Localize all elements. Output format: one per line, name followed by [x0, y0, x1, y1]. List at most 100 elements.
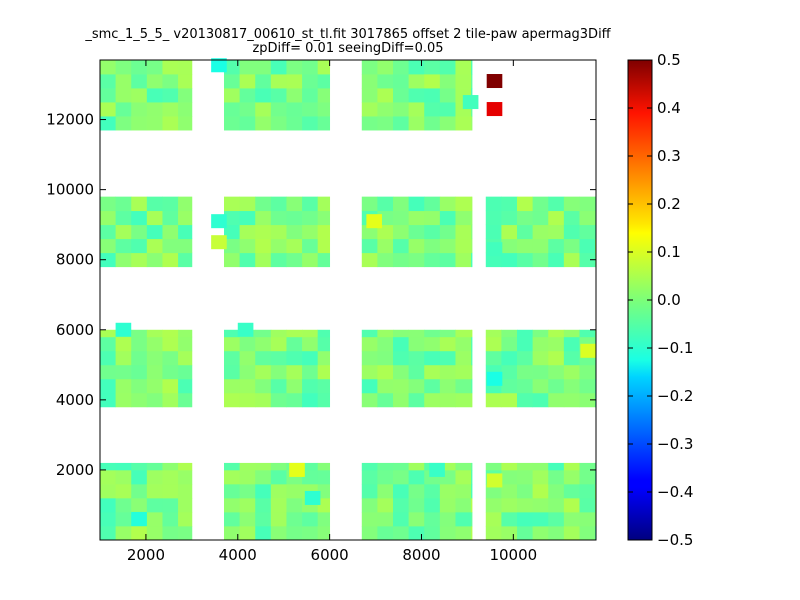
heatmap-cell: [239, 336, 256, 352]
heatmap-cell: [131, 378, 148, 394]
x-axis: 2000 4000 6000 8000 10000: [127, 60, 537, 564]
heatmap-cell: [439, 392, 456, 408]
heatmap-cell: [455, 462, 472, 471]
heatmap-cell: [471, 224, 473, 240]
heatmap-cell: [239, 238, 256, 254]
heatmap-cell: [532, 252, 549, 268]
heatmap-cell: [239, 350, 256, 366]
heatmap-cell: [563, 378, 580, 394]
heatmap-cell: [239, 74, 256, 89]
heatmap-cell: [377, 392, 394, 408]
heatmap-cell: [361, 392, 378, 408]
heatmap-cell: [302, 336, 319, 352]
heatmap-cell: [563, 336, 580, 352]
heatmap-cell: [579, 511, 596, 527]
heatmap-cell: [393, 497, 410, 513]
heatmap-cell: [439, 88, 456, 103]
heatmap-cell: [302, 74, 319, 89]
heatmap-cell-highlight: [486, 371, 503, 386]
heatmap-cell: [100, 88, 117, 103]
heatmap-cell: [270, 392, 287, 408]
heatmap-cell: [579, 483, 596, 499]
heatmap-cell: [115, 378, 132, 394]
heatmap-cell: [286, 224, 303, 240]
heatmap-cell: [471, 238, 473, 254]
heatmap-cell: [286, 116, 303, 131]
heatmap-cell: [532, 210, 549, 226]
heatmap-cell: [270, 88, 287, 103]
heatmap-cell: [501, 252, 518, 268]
heatmap-cell: [239, 525, 256, 541]
heatmap-cell: [100, 329, 117, 338]
heatmap-cell: [361, 88, 378, 103]
heatmap-cell: [224, 102, 241, 117]
heatmap-cell: [302, 252, 319, 268]
heatmap-cell: [239, 392, 256, 408]
heatmap-cell: [455, 378, 472, 394]
heatmap-cell: [146, 392, 163, 408]
heatmap-cell: [548, 196, 565, 212]
heatmap-cell: [485, 336, 502, 352]
heatmap-cell: [517, 511, 534, 527]
heatmap-cell: [377, 497, 394, 513]
heatmap-cell: [532, 329, 549, 338]
heatmap-cell: [361, 116, 378, 131]
heatmap-cell: [146, 378, 163, 394]
heatmap-cell: [563, 252, 580, 268]
heatmap-cell: [517, 392, 534, 408]
heatmap-cell: [100, 392, 117, 408]
heatmap-cell: [255, 511, 272, 527]
heatmap-cell: [162, 116, 179, 131]
heatmap-cell: [439, 116, 456, 131]
heatmap-cell: [286, 364, 303, 380]
heatmap-cell: [239, 469, 256, 485]
heatmap-cell: [224, 364, 241, 380]
heatmap-cell: [408, 102, 425, 117]
heatmap-cell: [131, 350, 148, 366]
heatmap-cell: [408, 497, 425, 513]
heatmap-cell: [178, 392, 193, 408]
heatmap-cell: [255, 469, 272, 485]
heatmap-cell: [178, 525, 193, 541]
heatmap-cell: [408, 336, 425, 352]
heatmap-cell: [317, 497, 331, 513]
heatmap-cell: [286, 74, 303, 89]
heatmap-cell: [548, 511, 565, 527]
heatmap-cell-highlight: [211, 58, 227, 73]
heatmap-cell: [377, 483, 394, 499]
heatmap-cell: [286, 102, 303, 117]
heatmap-cell-highlight: [429, 462, 445, 477]
heatmap-cell: [178, 60, 193, 75]
heatmap-cell: [146, 210, 163, 226]
heatmap-cell: [471, 497, 473, 513]
heatmap-cell: [131, 238, 148, 254]
heatmap-cell: [485, 462, 502, 471]
heatmap-cell-highlight: [366, 214, 382, 229]
heatmap-cell: [224, 378, 241, 394]
heatmap-cell: [532, 392, 549, 408]
heatmap-cell: [439, 238, 456, 254]
heatmap-cell: [239, 196, 256, 212]
heatmap-cell: [485, 210, 502, 226]
heatmap-cell: [424, 60, 441, 75]
heatmap-cell: [131, 497, 148, 513]
heatmap-cell: [100, 238, 117, 254]
heatmap-cell: [548, 392, 565, 408]
heatmap-cell: [239, 102, 256, 117]
heatmap-cell: [270, 329, 287, 338]
heatmap-cell: [439, 210, 456, 226]
heatmap-cell: [501, 511, 518, 527]
heatmap-cell: [131, 252, 148, 268]
heatmap-cell: [517, 364, 534, 380]
heatmap-cell: [115, 497, 132, 513]
heatmap-cell: [162, 525, 179, 541]
heatmap-cell: [255, 497, 272, 513]
heatmap-cell: [424, 350, 441, 366]
heatmap-cell: [455, 525, 472, 541]
heatmap-cell-highlight: [462, 95, 479, 110]
heatmap-cell: [439, 329, 456, 338]
heatmap-cell: [439, 462, 456, 471]
heatmap-cell: [485, 224, 502, 240]
heatmap-cell: [548, 238, 565, 254]
heatmap-cell: [563, 224, 580, 240]
